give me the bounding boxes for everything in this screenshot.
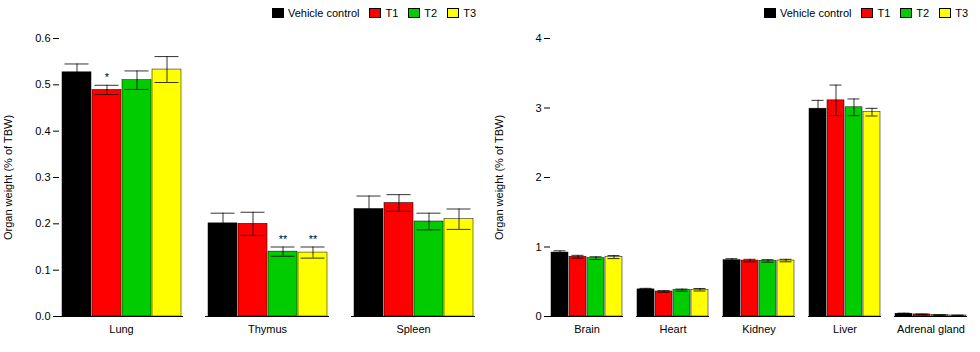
svg-text:3: 3 bbox=[535, 102, 541, 114]
svg-text:Brain: Brain bbox=[574, 323, 600, 335]
svg-text:Thymus: Thymus bbox=[248, 323, 288, 335]
svg-text:2: 2 bbox=[535, 171, 541, 183]
html-text:Vehicle control: Vehicle control bbox=[779, 7, 852, 19]
html-text:T3: T3 bbox=[463, 7, 476, 19]
svg-text:0.1: 0.1 bbox=[35, 264, 50, 276]
html-text:T2: T2 bbox=[916, 7, 930, 19]
svg-text:0.4: 0.4 bbox=[35, 125, 50, 137]
svg-text:0.5: 0.5 bbox=[35, 78, 50, 90]
svg-text:Kidney: Kidney bbox=[742, 323, 776, 335]
svg-text:4: 4 bbox=[535, 32, 541, 44]
html-text:T1: T1 bbox=[877, 7, 891, 19]
svg-text:**: ** bbox=[279, 233, 288, 245]
svg-text:Heart: Heart bbox=[660, 323, 687, 335]
svg-text:*: * bbox=[105, 71, 110, 83]
svg-text:Organ weight (% of TBW): Organ weight (% of TBW) bbox=[493, 115, 505, 240]
svg-text:Liver: Liver bbox=[833, 323, 857, 335]
html-text:T2: T2 bbox=[424, 7, 438, 19]
html-text:Vehicle control: Vehicle control bbox=[287, 7, 360, 19]
svg-text:Organ weight (% of TBW): Organ weight (% of TBW) bbox=[2, 115, 14, 240]
svg-text:1: 1 bbox=[535, 241, 541, 253]
svg-text:Adrenal gland: Adrenal gland bbox=[897, 323, 965, 335]
svg-text:Lung: Lung bbox=[109, 323, 133, 335]
svg-text:0.0: 0.0 bbox=[35, 310, 50, 322]
svg-text:0.2: 0.2 bbox=[35, 217, 50, 229]
svg-text:0: 0 bbox=[535, 310, 541, 322]
svg-text:0.3: 0.3 bbox=[35, 171, 50, 183]
html-text:T3: T3 bbox=[955, 7, 968, 19]
svg-text:**: ** bbox=[309, 233, 318, 245]
html-text:T1: T1 bbox=[385, 7, 399, 19]
svg-text:0.6: 0.6 bbox=[35, 32, 50, 44]
svg-text:Spleen: Spleen bbox=[396, 323, 430, 335]
